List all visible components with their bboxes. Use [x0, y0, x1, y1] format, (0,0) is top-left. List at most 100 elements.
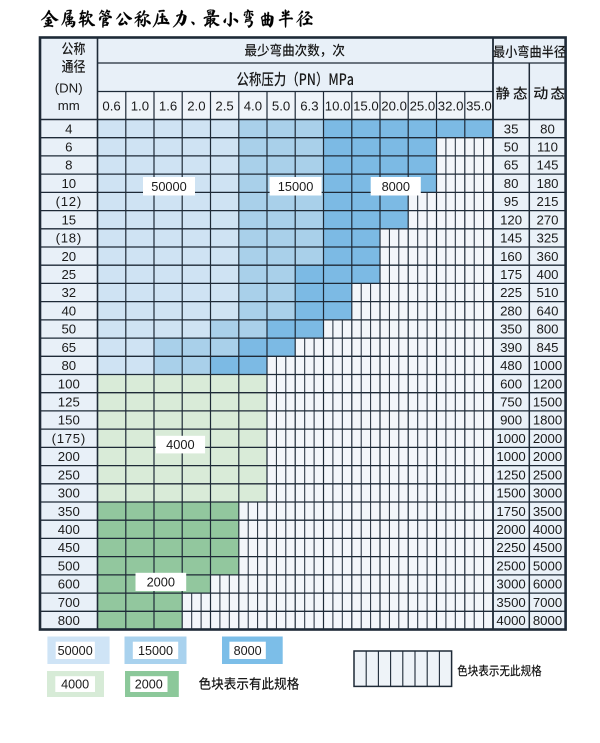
svg-text:50000: 50000 — [151, 179, 187, 194]
svg-text:1.6: 1.6 — [159, 98, 177, 113]
svg-text:175: 175 — [500, 267, 522, 282]
svg-text:225: 225 — [500, 285, 522, 300]
svg-text:50: 50 — [504, 140, 519, 155]
svg-text:110: 110 — [537, 140, 558, 155]
svg-text:145: 145 — [500, 231, 522, 246]
svg-text:160: 160 — [500, 249, 522, 264]
svg-text:65: 65 — [61, 340, 76, 355]
svg-text:250: 250 — [58, 467, 80, 482]
svg-text:(175): (175) — [52, 431, 86, 446]
svg-text:360: 360 — [536, 249, 558, 264]
svg-text:2000: 2000 — [533, 449, 562, 464]
svg-text:7000: 7000 — [533, 595, 562, 610]
svg-text:10.0: 10.0 — [325, 98, 351, 113]
svg-text:1200: 1200 — [533, 376, 562, 391]
svg-text:80: 80 — [540, 121, 555, 136]
svg-text:35.0: 35.0 — [466, 98, 492, 113]
svg-text:4500: 4500 — [533, 540, 562, 555]
svg-text:2500: 2500 — [533, 467, 562, 482]
svg-text:180: 180 — [536, 176, 558, 191]
svg-text:4000: 4000 — [61, 678, 89, 692]
svg-text:6.3: 6.3 — [300, 98, 318, 113]
svg-text:(12): (12) — [56, 194, 82, 209]
svg-text:3000: 3000 — [533, 486, 562, 501]
svg-text:125: 125 — [58, 395, 80, 410]
svg-text:750: 750 — [500, 395, 522, 410]
svg-text:95: 95 — [504, 194, 519, 209]
svg-text:4000: 4000 — [533, 522, 562, 537]
svg-text:800: 800 — [58, 613, 80, 628]
svg-text:4: 4 — [65, 121, 72, 136]
svg-text:1250: 1250 — [496, 467, 525, 482]
svg-text:8: 8 — [65, 158, 72, 173]
svg-text:3000: 3000 — [496, 577, 525, 592]
svg-text:145: 145 — [536, 158, 558, 173]
svg-text:8000: 8000 — [533, 613, 562, 628]
svg-text:215: 215 — [536, 194, 558, 209]
svg-text:10: 10 — [61, 176, 76, 191]
svg-text:25.0: 25.0 — [410, 98, 436, 113]
svg-text:845: 845 — [536, 340, 558, 355]
svg-text:20: 20 — [61, 249, 76, 264]
svg-text:8000: 8000 — [234, 644, 262, 658]
svg-text:800: 800 — [536, 322, 558, 337]
svg-text:4000: 4000 — [496, 613, 525, 628]
svg-text:150: 150 — [58, 413, 80, 428]
svg-text:32.0: 32.0 — [438, 98, 464, 113]
svg-text:80: 80 — [61, 358, 76, 373]
svg-text:2.0: 2.0 — [187, 98, 205, 113]
svg-text:600: 600 — [500, 376, 522, 391]
svg-text:350: 350 — [58, 504, 80, 519]
svg-text:35: 35 — [504, 121, 519, 136]
svg-text:2000: 2000 — [533, 431, 562, 446]
svg-text:15.0: 15.0 — [353, 98, 379, 113]
svg-text:(18): (18) — [56, 231, 82, 246]
svg-text:15: 15 — [61, 212, 76, 227]
svg-text:4.0: 4.0 — [244, 98, 262, 113]
svg-text:mm: mm — [58, 98, 80, 113]
svg-text:0.6: 0.6 — [102, 98, 120, 113]
svg-text:2.5: 2.5 — [215, 98, 233, 113]
svg-text:700: 700 — [58, 595, 80, 610]
svg-text:6: 6 — [65, 140, 72, 155]
svg-text:32: 32 — [61, 285, 76, 300]
svg-text:20.0: 20.0 — [381, 98, 407, 113]
svg-text:640: 640 — [536, 303, 558, 318]
svg-text:350: 350 — [500, 322, 522, 337]
svg-text:280: 280 — [500, 303, 522, 318]
svg-text:390: 390 — [500, 340, 522, 355]
svg-text:4000: 4000 — [166, 437, 194, 452]
svg-text:400: 400 — [58, 522, 80, 537]
svg-text:900: 900 — [500, 413, 522, 428]
svg-text:3500: 3500 — [533, 504, 562, 519]
svg-text:1000: 1000 — [533, 358, 562, 373]
svg-text:2000: 2000 — [135, 678, 163, 692]
svg-text:2500: 2500 — [496, 559, 525, 574]
svg-text:1800: 1800 — [533, 413, 562, 428]
svg-text:40: 40 — [61, 303, 76, 318]
svg-text:325: 325 — [536, 231, 558, 246]
svg-text:400: 400 — [536, 267, 558, 282]
svg-text:5000: 5000 — [533, 559, 562, 574]
svg-text:600: 600 — [58, 577, 80, 592]
svg-text:300: 300 — [58, 486, 80, 501]
svg-text:(DN): (DN) — [55, 81, 83, 96]
svg-text:3500: 3500 — [496, 595, 525, 610]
svg-text:1500: 1500 — [496, 486, 525, 501]
svg-text:5.0: 5.0 — [272, 98, 290, 113]
svg-text:120: 120 — [500, 212, 522, 227]
svg-text:2000: 2000 — [496, 522, 525, 537]
svg-text:65: 65 — [504, 158, 519, 173]
svg-text:50000: 50000 — [58, 644, 93, 658]
svg-text:450: 450 — [58, 540, 80, 555]
svg-text:2000: 2000 — [147, 575, 175, 590]
svg-text:50: 50 — [61, 322, 76, 337]
svg-text:1.0: 1.0 — [131, 98, 149, 113]
svg-text:480: 480 — [500, 358, 522, 373]
svg-text:1000: 1000 — [496, 431, 525, 446]
svg-text:80: 80 — [504, 176, 519, 191]
svg-text:1750: 1750 — [496, 504, 525, 519]
svg-text:6000: 6000 — [533, 577, 562, 592]
svg-text:25: 25 — [61, 267, 76, 282]
svg-text:200: 200 — [58, 449, 80, 464]
